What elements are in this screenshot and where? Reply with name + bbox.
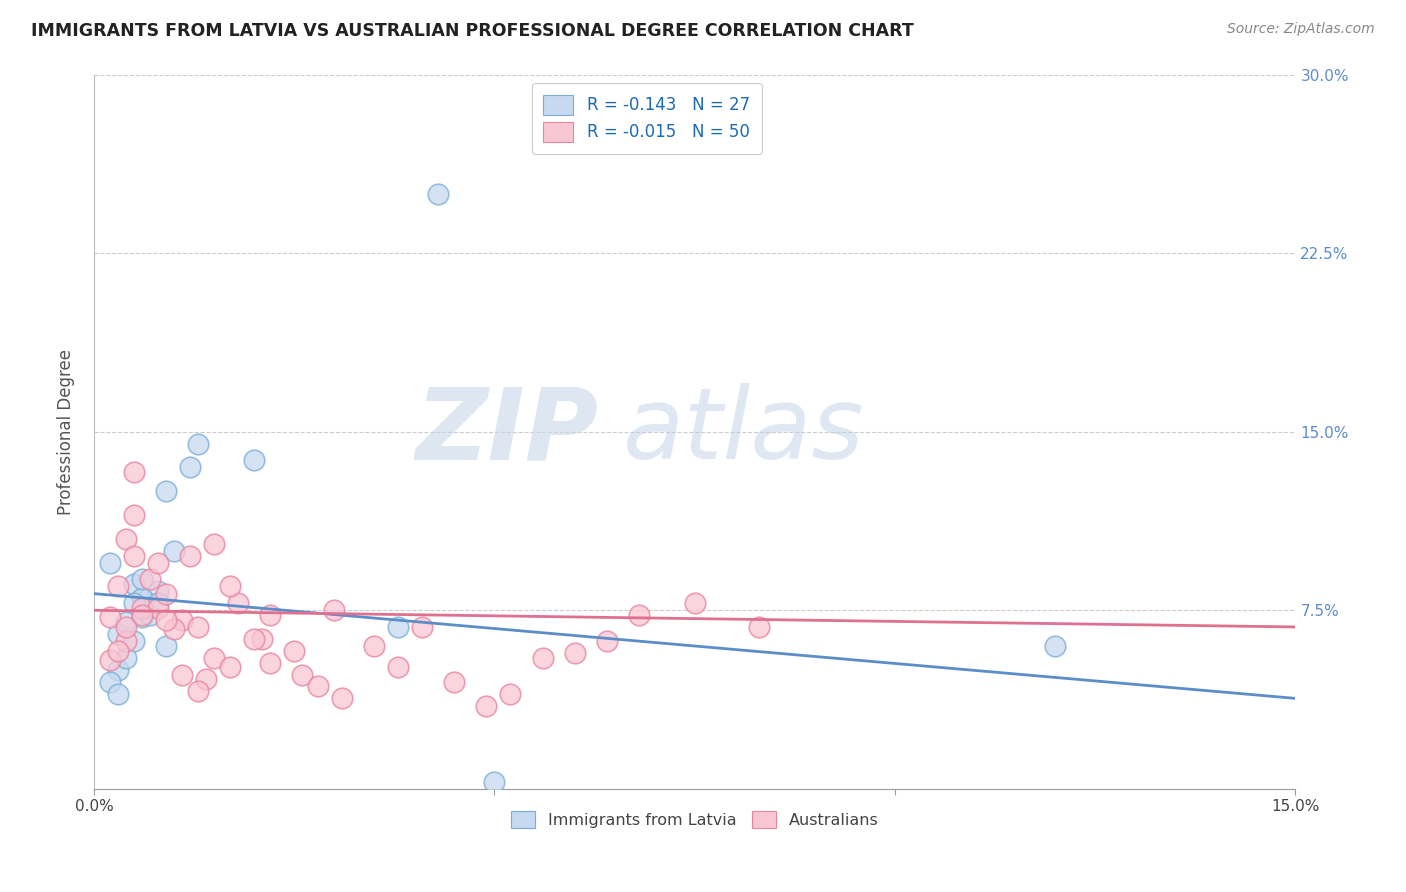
Point [330,691,353,706]
Point [115,634,138,648]
Point [683,596,706,610]
Point [179,460,201,475]
Point [107,579,129,593]
Point [139,572,162,586]
Point [139,608,162,623]
Point [387,620,409,634]
Point [475,698,498,713]
Point [1043,639,1066,653]
Point [122,508,145,522]
Point [107,644,129,658]
Point [387,660,409,674]
Point [499,687,522,701]
Point [146,601,169,615]
Point [131,591,153,606]
Point [195,673,218,687]
Y-axis label: Professional Degree: Professional Degree [58,349,75,515]
Point [98,610,121,624]
Point [748,620,770,634]
Point [187,436,209,450]
Point [122,577,145,591]
Point [484,774,506,789]
Point [564,646,586,660]
Text: IMMIGRANTS FROM LATVIA VS AUSTRALIAN PROFESSIONAL DEGREE CORRELATION CHART: IMMIGRANTS FROM LATVIA VS AUSTRALIAN PRO… [31,22,914,40]
Point [202,651,225,665]
Point [259,656,281,670]
Text: atlas: atlas [623,384,865,480]
Point [98,674,121,689]
Point [307,680,329,694]
Point [187,620,209,634]
Point [155,613,177,627]
Point [179,549,201,563]
Point [170,667,193,681]
Point [107,627,129,641]
Point [443,674,465,689]
Point [259,608,281,623]
Point [115,532,138,546]
Point [155,484,177,499]
Point [146,556,169,570]
Point [98,556,121,570]
Point [627,608,650,623]
Point [107,687,129,701]
Point [170,613,193,627]
Point [131,610,153,624]
Point [107,663,129,677]
Point [250,632,273,646]
Point [115,651,138,665]
Point [243,632,266,646]
Point [131,572,153,586]
Point [531,651,554,665]
Point [219,660,242,674]
Point [98,653,121,667]
Point [202,536,225,550]
Point [595,634,617,648]
Point [219,579,242,593]
Point [155,586,177,600]
Point [291,667,314,681]
Point [146,596,169,610]
Point [187,684,209,698]
Point [122,634,145,648]
Point [427,186,450,201]
Point [131,608,153,623]
Point [122,465,145,479]
Text: Source: ZipAtlas.com: Source: ZipAtlas.com [1227,22,1375,37]
Legend: Immigrants from Latvia, Australians: Immigrants from Latvia, Australians [505,805,884,834]
Point [163,623,186,637]
Point [283,644,305,658]
Point [155,639,177,653]
Point [122,549,145,563]
Point [146,584,169,599]
Point [363,639,385,653]
Point [226,596,249,610]
Point [131,601,153,615]
Point [323,603,346,617]
Text: ZIP: ZIP [416,384,599,480]
Point [163,543,186,558]
Point [122,596,145,610]
Point [131,591,153,606]
Point [243,453,266,467]
Point [411,620,433,634]
Point [115,615,138,630]
Point [115,620,138,634]
